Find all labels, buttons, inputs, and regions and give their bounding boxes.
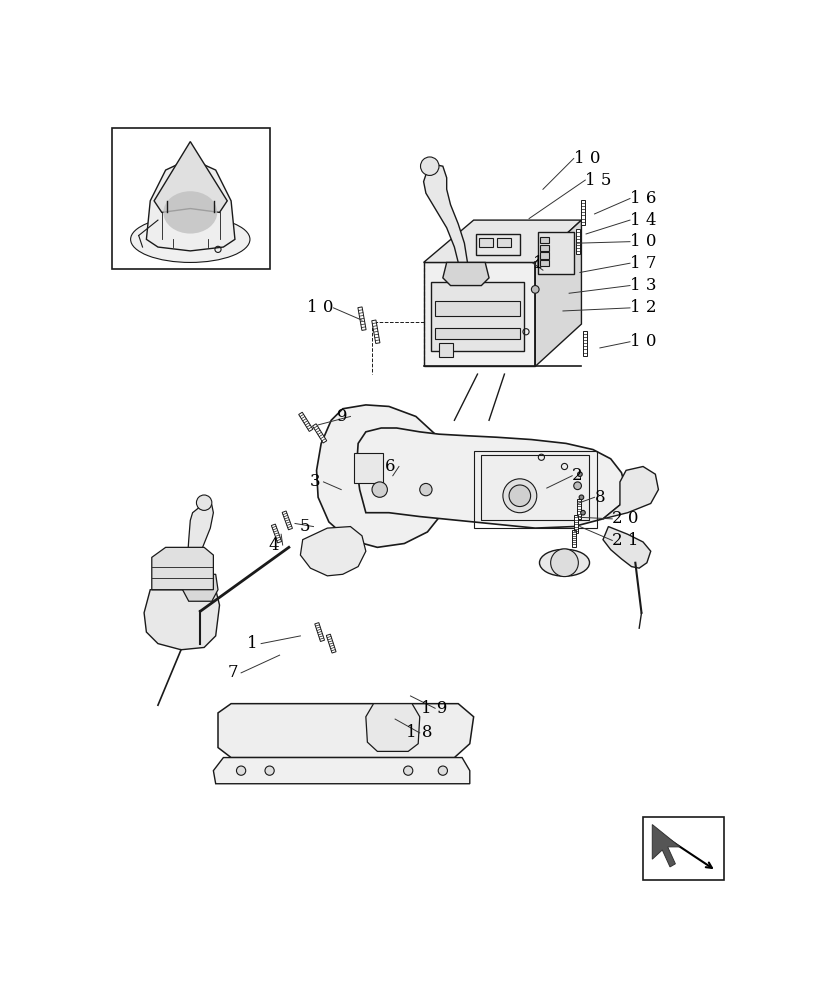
Polygon shape (476, 234, 520, 255)
Text: 1 0: 1 0 (574, 150, 601, 167)
Polygon shape (357, 428, 626, 528)
Circle shape (531, 286, 539, 293)
Polygon shape (326, 634, 336, 653)
Polygon shape (652, 825, 680, 867)
Polygon shape (572, 530, 576, 547)
Circle shape (404, 766, 413, 775)
Text: 1 6: 1 6 (630, 190, 656, 207)
Polygon shape (300, 527, 366, 576)
Text: 1: 1 (533, 255, 543, 272)
Polygon shape (424, 262, 535, 366)
Bar (435, 328, 520, 339)
Polygon shape (317, 405, 449, 547)
Circle shape (420, 157, 439, 175)
Bar (112, 128, 269, 269)
Circle shape (578, 472, 582, 477)
Text: 1: 1 (247, 635, 258, 652)
Ellipse shape (131, 216, 250, 262)
Bar (540, 252, 549, 259)
Text: 1 7: 1 7 (630, 255, 656, 272)
Text: 6: 6 (385, 458, 396, 475)
Circle shape (419, 483, 432, 496)
Bar (643, 817, 724, 880)
Bar (481, 455, 589, 520)
Circle shape (372, 482, 388, 497)
Polygon shape (443, 262, 489, 286)
Text: 1 4: 1 4 (630, 212, 656, 229)
Text: 1 5: 1 5 (585, 172, 612, 189)
Polygon shape (144, 590, 220, 650)
Text: 1 9: 1 9 (421, 700, 448, 717)
Bar (435, 301, 520, 316)
Polygon shape (538, 232, 574, 274)
Text: 2 0: 2 0 (612, 510, 639, 527)
Polygon shape (282, 511, 292, 530)
Ellipse shape (539, 549, 589, 576)
Bar (497, 238, 511, 247)
Bar (439, 343, 453, 357)
Text: 3: 3 (309, 473, 320, 490)
Circle shape (438, 766, 447, 775)
Circle shape (237, 766, 246, 775)
Text: 1 0: 1 0 (630, 333, 656, 350)
Circle shape (551, 549, 579, 577)
Polygon shape (574, 515, 579, 533)
Text: 1 3: 1 3 (630, 277, 656, 294)
Polygon shape (187, 503, 213, 578)
Text: 2 1: 2 1 (612, 532, 639, 549)
Polygon shape (146, 158, 235, 251)
Text: 5: 5 (299, 518, 310, 535)
Polygon shape (313, 424, 326, 443)
Polygon shape (603, 466, 659, 519)
Text: 2: 2 (572, 467, 583, 484)
Polygon shape (603, 527, 650, 568)
Polygon shape (576, 229, 580, 254)
Text: 1 0: 1 0 (630, 233, 656, 250)
Text: 9: 9 (336, 408, 347, 425)
Polygon shape (424, 165, 468, 262)
Bar (540, 260, 549, 266)
Circle shape (579, 495, 583, 500)
Text: 1 8: 1 8 (406, 724, 432, 741)
Circle shape (509, 485, 530, 507)
Polygon shape (183, 574, 218, 601)
Polygon shape (218, 704, 473, 758)
Polygon shape (154, 142, 227, 212)
Polygon shape (358, 307, 366, 330)
Text: 1 2: 1 2 (630, 299, 656, 316)
Text: 7: 7 (227, 664, 238, 681)
Text: 1 0: 1 0 (307, 299, 333, 316)
Circle shape (265, 766, 274, 775)
Polygon shape (581, 200, 585, 225)
Polygon shape (366, 704, 419, 751)
Polygon shape (535, 220, 582, 366)
Polygon shape (152, 547, 213, 590)
Circle shape (503, 479, 537, 513)
Polygon shape (315, 623, 325, 641)
Polygon shape (372, 320, 380, 343)
Polygon shape (299, 412, 313, 431)
Text: 4: 4 (268, 537, 279, 554)
Polygon shape (272, 524, 282, 543)
Bar (479, 238, 493, 247)
Polygon shape (354, 453, 383, 483)
Polygon shape (577, 499, 581, 519)
Bar (540, 245, 549, 251)
Ellipse shape (163, 191, 217, 234)
Text: 8: 8 (595, 489, 605, 506)
Polygon shape (424, 220, 582, 262)
Polygon shape (213, 758, 470, 784)
Bar (540, 237, 549, 243)
Circle shape (197, 495, 212, 510)
Polygon shape (432, 282, 524, 351)
Circle shape (581, 510, 585, 515)
Polygon shape (583, 331, 588, 356)
Circle shape (574, 482, 582, 490)
